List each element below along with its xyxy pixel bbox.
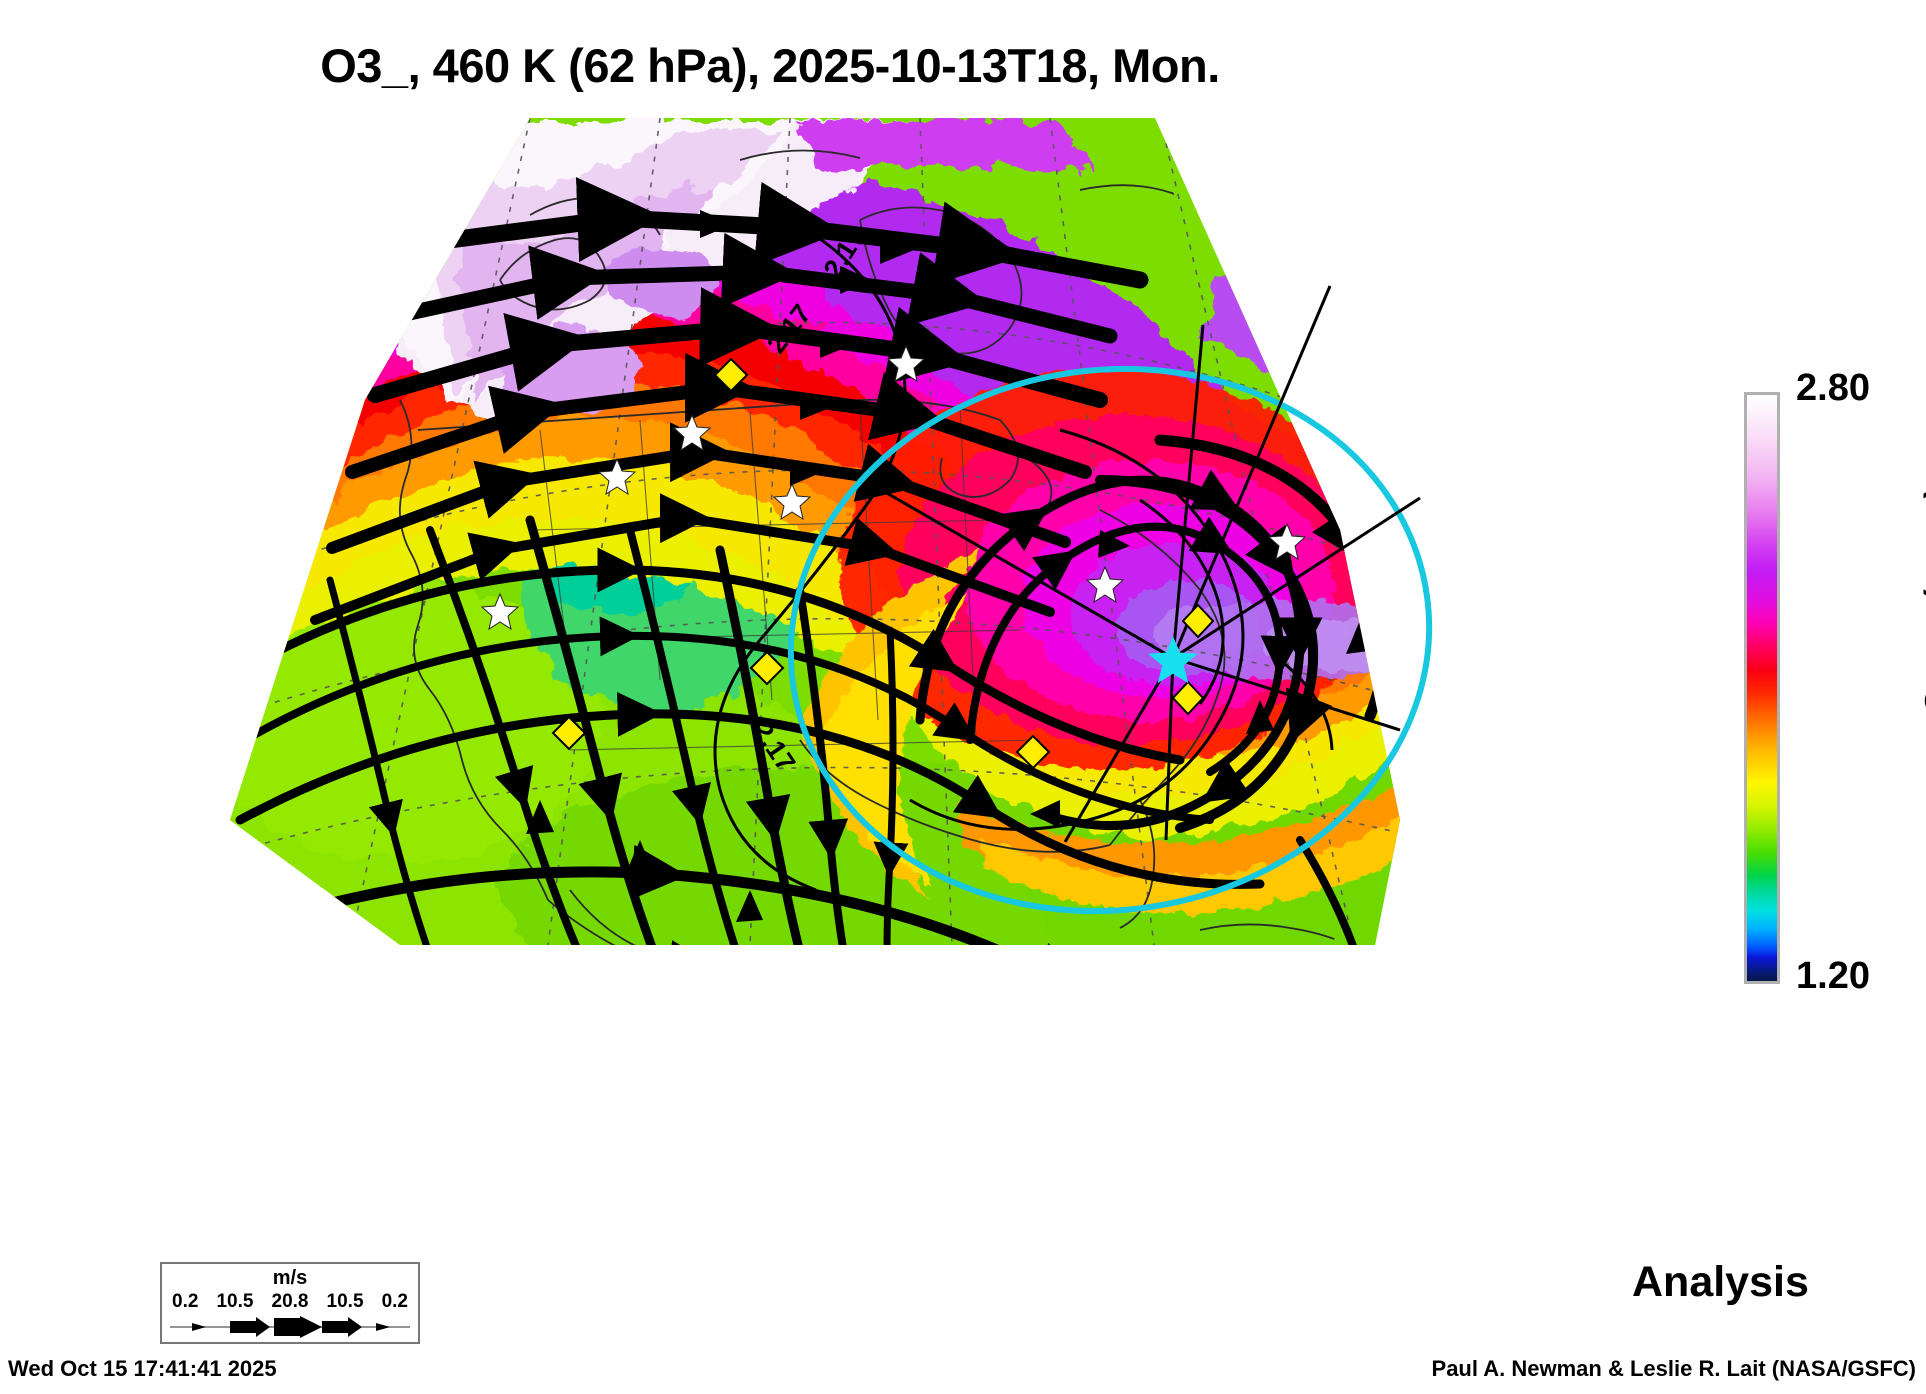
footer-timestamp: Wed Oct 15 17:41:41 2025 [8,1356,277,1381]
star-marker [772,482,812,521]
wind-tick-1: 10.5 [216,1291,254,1312]
map-panel: 2.17 2.17 2.17 [100,100,1560,1300]
star-marker [480,592,520,631]
flight-tracks[interactable] [884,285,1421,843]
star-marker [1085,565,1125,604]
wind-tick-2: 20.8 [271,1291,309,1312]
colorbar-max-label: 2.80 [1796,367,1870,409]
diamond-marker [749,650,785,686]
ozone-map[interactable]: 2.17 2.17 2.17 [100,100,1560,1300]
diamond-marker [713,357,749,393]
star-marker [597,457,637,496]
wind-tick-3: 10.5 [326,1291,364,1312]
star-marker [886,344,926,383]
site-markers[interactable] [480,344,1307,770]
wind-legend-ticks: 0.2 10.5 20.8 10.5 0.2 [162,1291,418,1313]
wind-legend-unit-label: m/s [272,1267,308,1289]
colorbar-min-label: 1.20 [1796,955,1870,997]
flight-center-star-marker [1148,636,1198,684]
star-marker [672,413,712,452]
footer-credit: Paul A. Newman & Leslie R. Lait (NASA/GS… [1431,1356,1916,1381]
analysis-label: Analysis [1632,1258,1809,1306]
wind-speed-legend: m/s 0.2 10.5 20.8 10.5 0.2 [160,1262,420,1344]
observation-circle [787,365,1433,915]
diamond-marker [1015,734,1051,770]
wind-legend-arrow-scale [170,1316,410,1338]
colorbar-axis-label: Ozone (ppmv) [1918,487,1926,714]
colorbar-gradient [1744,392,1780,984]
star-marker [1267,522,1307,561]
colorbar: 2.80 1.20 Ozone (ppmv) [1700,367,1926,997]
diamond-marker [1171,680,1205,716]
wind-tick-4: 0.2 [381,1291,408,1312]
wind-streamlines [230,177,1400,945]
diamond-marker [551,715,587,751]
diamond-marker [1181,603,1215,639]
wind-tick-0: 0.2 [172,1291,199,1312]
page-title: O3_, 460 K (62 hPa), 2025-10-13T18, Mon. [320,39,1220,92]
streamline-arrows [526,210,1376,922]
